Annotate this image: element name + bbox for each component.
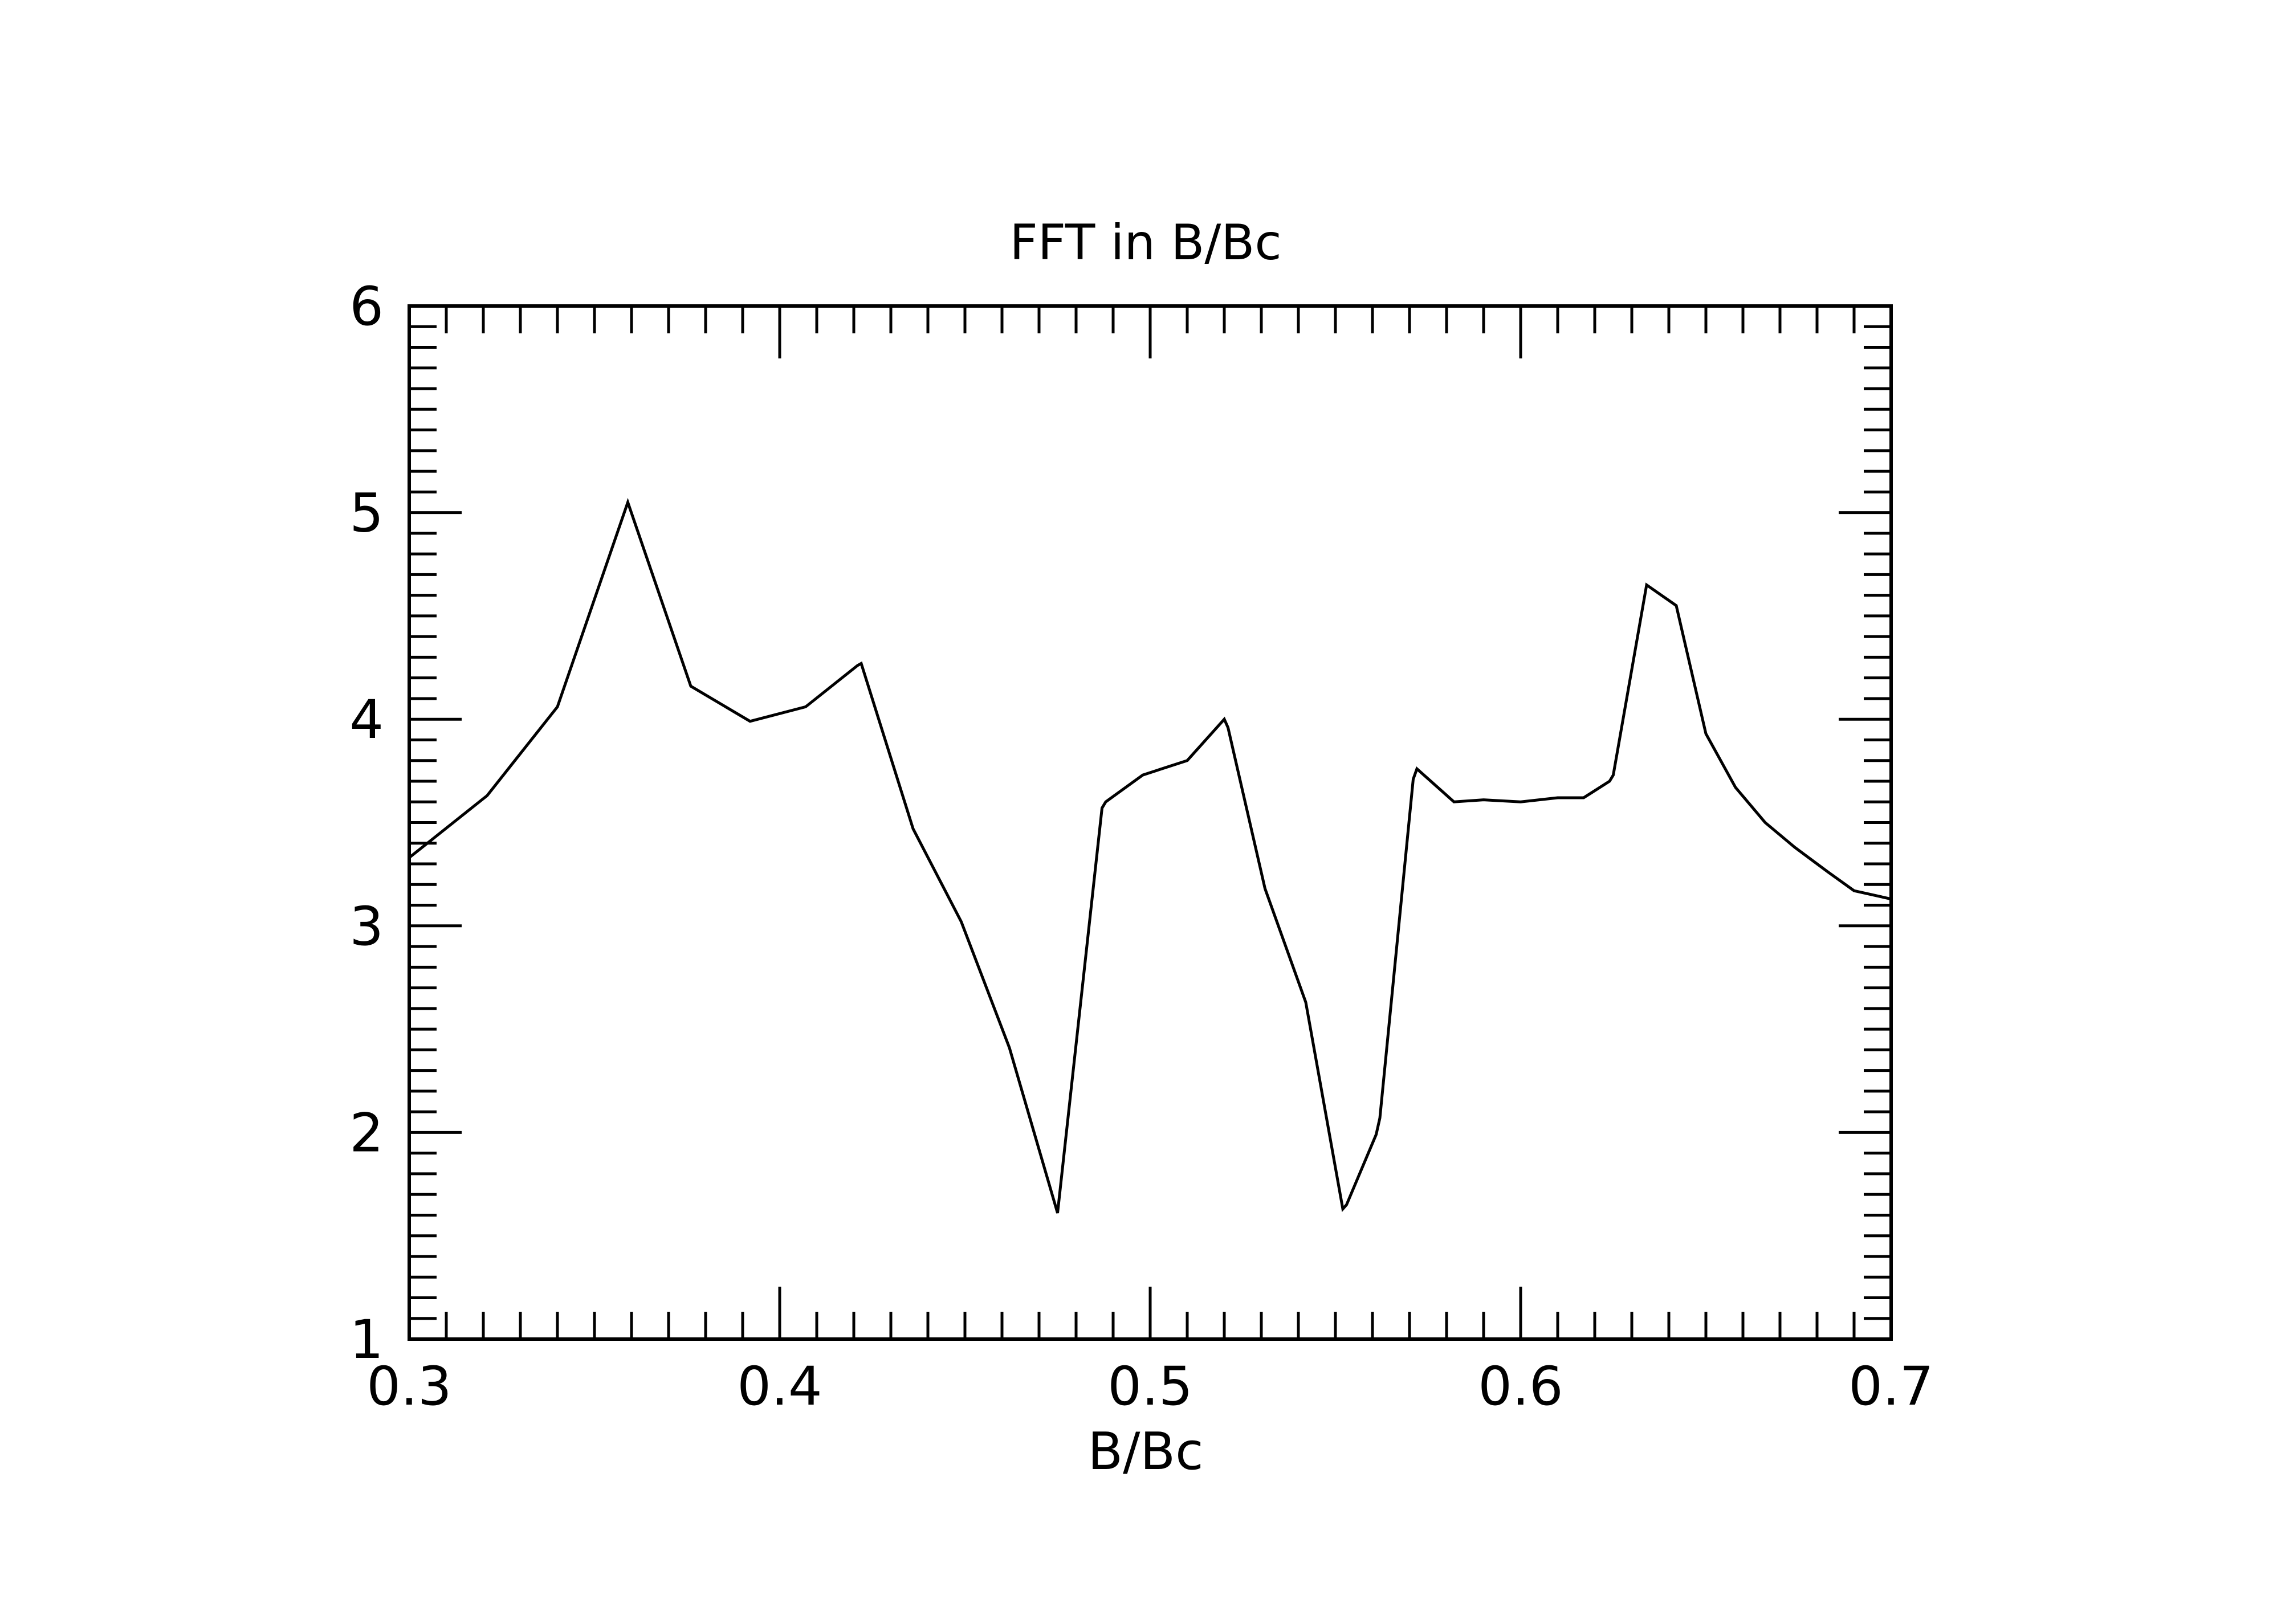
x-tick-label: 0.5	[1107, 1356, 1193, 1418]
data-line	[408, 497, 1892, 1214]
axis-ticks	[408, 304, 1893, 1341]
y-tick-label: 2	[349, 1102, 384, 1164]
x-tick-label: 0.3	[366, 1356, 452, 1418]
y-tick-label: 5	[349, 483, 384, 545]
tick-labels: 0.3 0.4 0.5 0.6 0.7 1 2 3 4 5 6	[349, 276, 1934, 1418]
x-tick-label: 0.7	[1848, 1356, 1934, 1418]
x-tick-label: 0.4	[737, 1356, 822, 1418]
plot-frame	[408, 304, 1893, 1341]
y-tick-label: 4	[349, 689, 384, 751]
chart-title: FFT in B/Bc	[1009, 214, 1281, 271]
x-axis-label: B/Bc	[1087, 1422, 1203, 1482]
x-tick-label: 0.6	[1478, 1356, 1563, 1418]
y-tick-label: 3	[349, 896, 384, 958]
y-tick-label: 1	[349, 1309, 384, 1371]
y-tick-label: 6	[349, 276, 384, 338]
